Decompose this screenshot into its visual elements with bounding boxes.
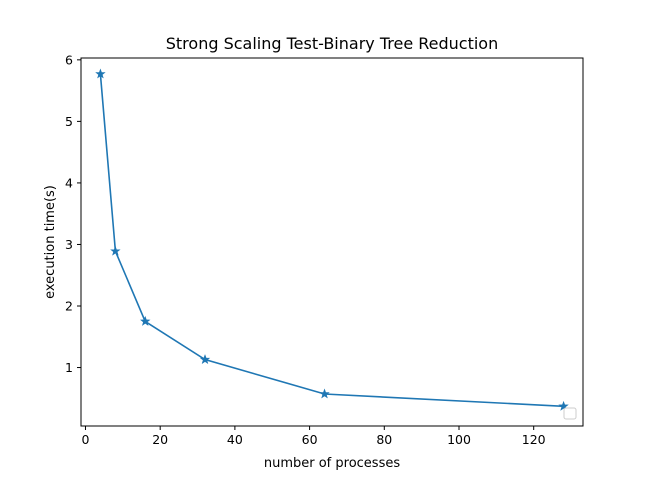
y-tick-label: 4 bbox=[65, 175, 73, 190]
data-point bbox=[558, 400, 569, 411]
x-tick-label: 100 bbox=[447, 432, 471, 447]
y-axis-label: execution time(s) bbox=[43, 185, 58, 299]
x-tick-label: 0 bbox=[82, 432, 90, 447]
y-tick-label: 5 bbox=[65, 114, 73, 129]
data-point bbox=[95, 68, 106, 79]
series-markers bbox=[95, 68, 569, 411]
data-point bbox=[110, 245, 121, 256]
y-tick-label: 2 bbox=[65, 299, 73, 314]
y-tick-label: 3 bbox=[65, 237, 73, 252]
chart-title: Strong Scaling Test-Binary Tree Reductio… bbox=[166, 34, 498, 53]
plot-area bbox=[80, 57, 584, 427]
x-tick-label: 120 bbox=[522, 432, 546, 447]
x-tick-label: 20 bbox=[152, 432, 168, 447]
x-axis-label: number of processes bbox=[264, 456, 400, 471]
data-point bbox=[319, 388, 330, 399]
x-axis: 0 20 40 60 80 100 120 bbox=[82, 426, 546, 447]
data-point bbox=[199, 354, 211, 364]
x-tick-label: 40 bbox=[227, 432, 243, 447]
x-tick-label: 60 bbox=[302, 432, 318, 447]
y-tick-label: 6 bbox=[65, 52, 73, 67]
series-line bbox=[99, 73, 564, 408]
x-tick-label: 80 bbox=[376, 432, 392, 447]
y-axis: 1 2 3 4 5 6 bbox=[65, 52, 81, 375]
data-point bbox=[140, 315, 151, 326]
y-tick-label: 1 bbox=[65, 360, 73, 375]
legend-box bbox=[563, 407, 577, 420]
